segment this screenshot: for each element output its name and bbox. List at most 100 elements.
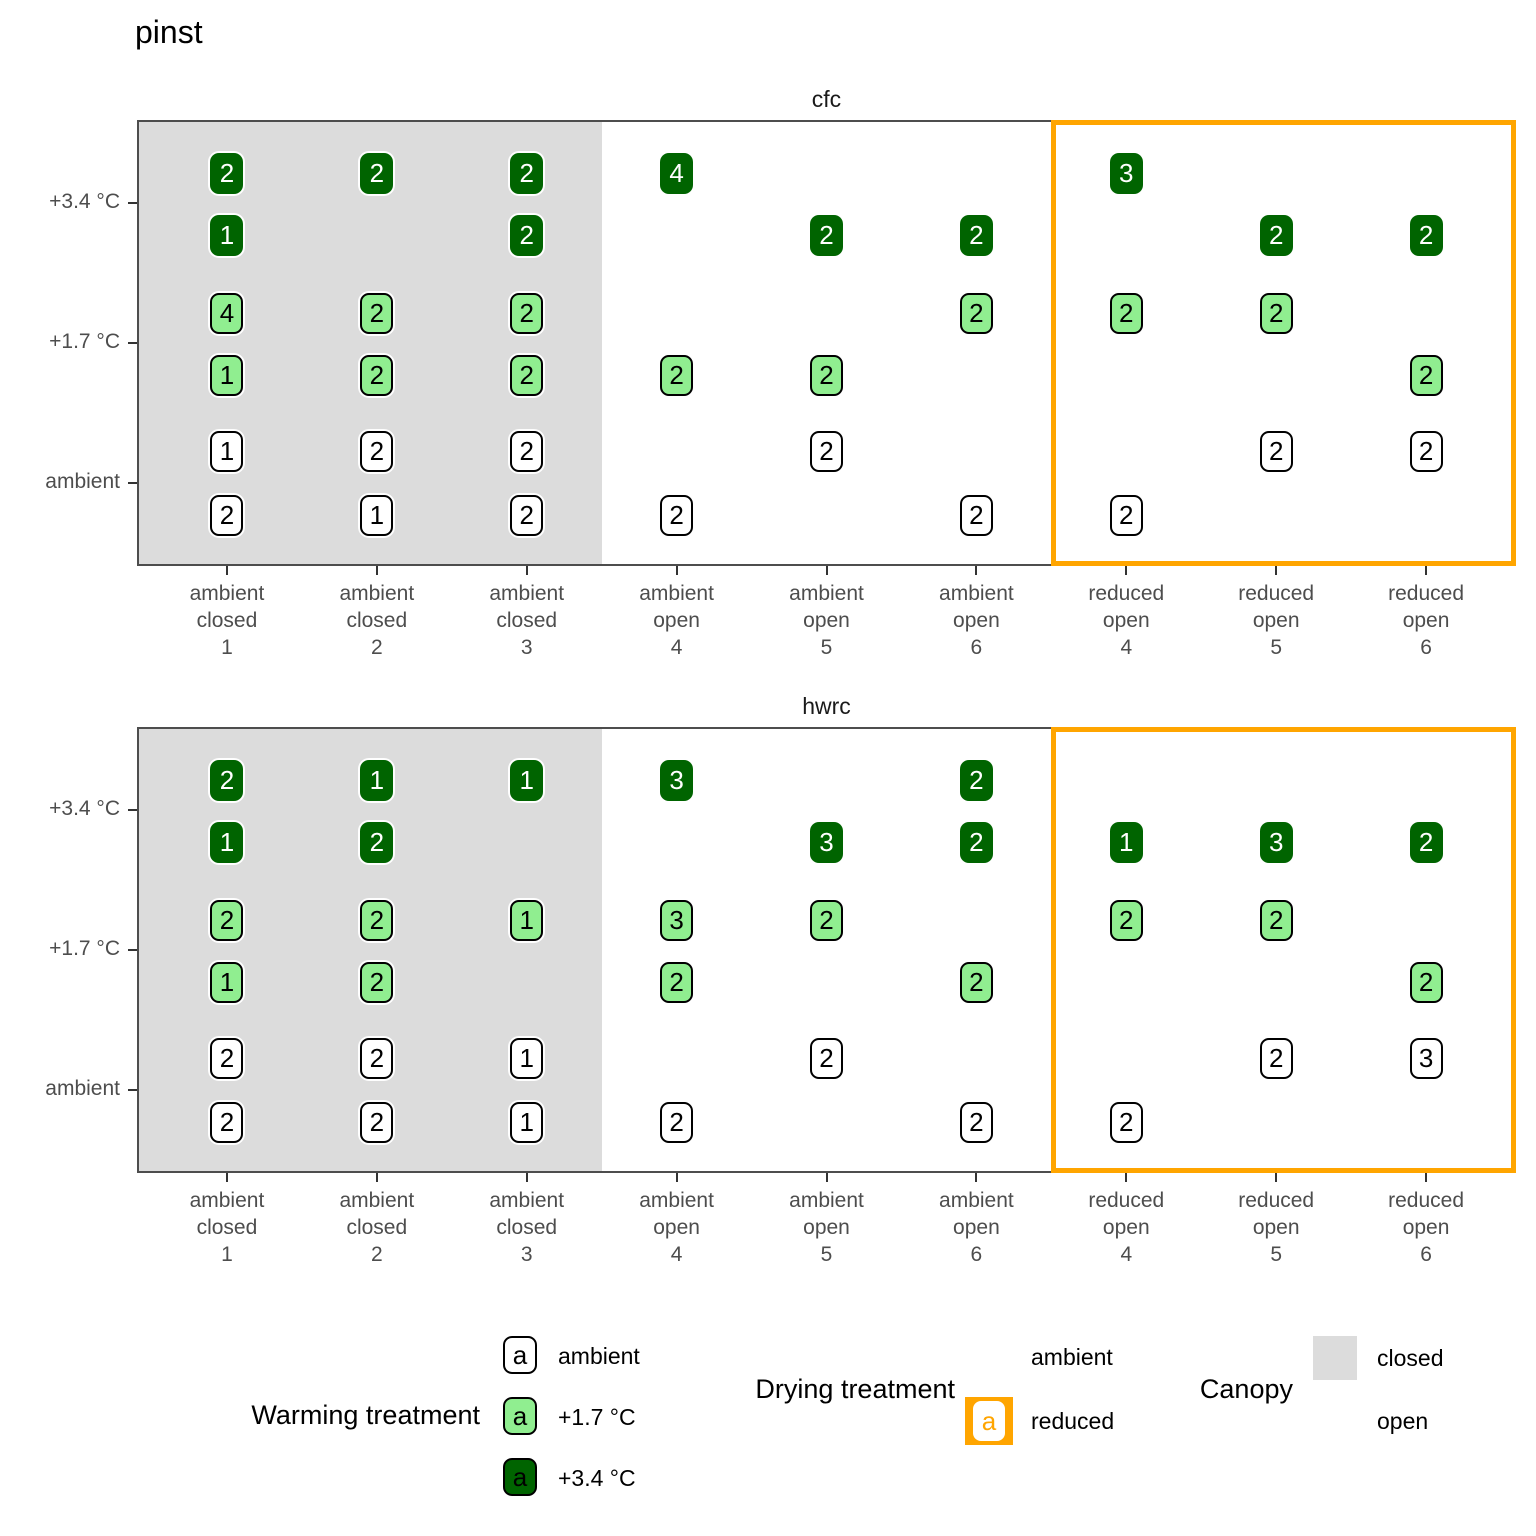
y-tick-label: ambient xyxy=(45,470,120,494)
count-label-box: 2 xyxy=(360,1101,394,1143)
count-label-box: 2 xyxy=(1109,494,1143,536)
x-tick-label-line: open xyxy=(1402,609,1450,632)
x-tick-label: ambient open 4 xyxy=(607,580,747,661)
count-label-box: 3 xyxy=(1409,1038,1443,1080)
count-label-box: 2 xyxy=(510,431,544,473)
count-label-box: 2 xyxy=(1259,1038,1293,1080)
legend-canopy-title: Canopy xyxy=(1199,1374,1293,1404)
count-label-box: 2 xyxy=(660,1101,694,1143)
x-tick-label-line: ambient xyxy=(639,582,714,605)
legend-drying-label-reduced: reduced xyxy=(1031,1408,1115,1434)
count-label-box: 3 xyxy=(1259,822,1293,864)
count-label-box: 1 xyxy=(210,961,244,1003)
x-tick-label: ambient closed 2 xyxy=(307,1187,447,1268)
count-label-box: 2 xyxy=(959,1101,993,1143)
x-tick-label-line: closed xyxy=(496,609,558,632)
legend-warming-label-plus17: +1.7 °C xyxy=(558,1404,636,1430)
x-tick xyxy=(1425,566,1428,575)
legend-warming-key-plus17: a xyxy=(503,1397,537,1435)
y-tick xyxy=(128,949,137,951)
facet-label-cfc: cfc xyxy=(811,86,842,112)
x-tick-label: reduced open 4 xyxy=(1056,1187,1196,1268)
count-label-box: 2 xyxy=(959,215,993,257)
x-tick-label: ambient closed 1 xyxy=(157,1187,297,1268)
x-tick-label-line: reduced xyxy=(1388,582,1464,605)
y-tick-label: +1.7 °C xyxy=(49,330,120,353)
x-tick-label-line: ambient xyxy=(189,1189,265,1212)
count-label-box: 2 xyxy=(360,354,394,396)
x-tick-label-line: 4 xyxy=(1120,636,1133,659)
plot-title: pinst xyxy=(135,14,203,50)
x-tick xyxy=(225,566,228,575)
legend-canopy-key-open xyxy=(1313,1398,1357,1442)
x-tick-label-line: ambient xyxy=(489,582,565,605)
count-label-box: 2 xyxy=(1259,431,1293,473)
x-tick-label-line: open xyxy=(653,1216,700,1239)
drying-reduced-region xyxy=(1051,727,1516,1173)
x-tick-label: ambient open 6 xyxy=(906,1187,1046,1268)
y-tick xyxy=(128,201,137,204)
x-tick-label-line: 1 xyxy=(221,1243,233,1266)
x-tick xyxy=(1275,1173,1278,1182)
count-label-box: 2 xyxy=(810,431,843,473)
count-label-box: 2 xyxy=(210,760,244,802)
y-tick-label: +3.4 °C xyxy=(49,189,120,213)
x-tick-label-line: open xyxy=(1102,609,1150,632)
x-tick-label-line: reduced xyxy=(1238,1189,1315,1212)
count-label-box: 2 xyxy=(360,822,394,864)
legend-drying-key-reduced: a xyxy=(965,1397,1013,1445)
x-tick-label-line: ambient xyxy=(339,582,415,605)
count-label-box: 2 xyxy=(959,760,993,802)
count-label-box: 2 xyxy=(510,215,544,257)
legend-canopy-key-closed xyxy=(1313,1336,1357,1380)
x-tick-label-line: ambient xyxy=(189,582,265,605)
count-label-box: 3 xyxy=(660,760,694,802)
x-tick-label-line: 5 xyxy=(820,1243,833,1266)
canopy-closed-region xyxy=(139,729,602,1171)
x-tick-label: ambient closed 1 xyxy=(157,580,297,661)
count-label-box: 2 xyxy=(810,1038,843,1080)
legend-warming-title: Warming treatment xyxy=(251,1400,480,1430)
x-tick xyxy=(975,566,978,575)
count-label-box: 3 xyxy=(660,899,694,941)
x-tick-label: ambient closed 3 xyxy=(457,580,597,661)
x-tick-label-line: reduced xyxy=(1088,1189,1165,1212)
x-tick-label-line: reduced xyxy=(1238,582,1315,605)
x-tick-label: reduced open 4 xyxy=(1056,580,1196,661)
count-label-box: 2 xyxy=(1259,292,1293,334)
x-tick xyxy=(525,566,528,575)
count-label-box: 2 xyxy=(660,961,694,1003)
x-tick xyxy=(1125,1173,1128,1182)
count-label-box: 4 xyxy=(660,153,694,195)
count-label-box: 2 xyxy=(210,899,244,941)
x-tick-label-line: ambient xyxy=(789,582,864,605)
count-label-box: 2 xyxy=(360,292,394,334)
count-label-box: 3 xyxy=(1109,153,1143,195)
count-label-box: 2 xyxy=(810,354,843,396)
count-label-box: 2 xyxy=(210,494,244,536)
x-tick-label-line: open xyxy=(1252,1216,1300,1239)
x-tick-label: ambient open 6 xyxy=(906,580,1046,661)
x-tick-label-line: 6 xyxy=(970,1243,983,1266)
legend-warming-key-ambient: a xyxy=(503,1336,537,1374)
x-tick xyxy=(825,566,828,575)
count-label-box: 2 xyxy=(210,1038,244,1080)
x-tick-label-line: reduced xyxy=(1088,582,1165,605)
count-label-box: 1 xyxy=(360,760,394,802)
x-tick-label: ambient open 4 xyxy=(607,1187,747,1268)
y-tick xyxy=(128,1089,137,1092)
x-tick-label-line: closed xyxy=(346,1216,408,1239)
x-tick-label: ambient open 5 xyxy=(757,1187,897,1268)
count-label-box: 2 xyxy=(959,961,993,1003)
count-label-box: 2 xyxy=(360,153,394,195)
count-label-box: 2 xyxy=(959,494,993,536)
count-label-box: 2 xyxy=(510,153,544,195)
x-tick xyxy=(525,1173,528,1182)
facet-label-hwrc: hwrc xyxy=(802,693,851,719)
x-tick xyxy=(1275,566,1278,575)
x-tick-label-line: open xyxy=(953,1216,1000,1239)
x-tick xyxy=(375,566,378,575)
x-tick-label-line: 5 xyxy=(1270,636,1283,659)
count-label-box: 1 xyxy=(210,431,244,473)
x-tick-label-line: 4 xyxy=(1120,1243,1133,1266)
